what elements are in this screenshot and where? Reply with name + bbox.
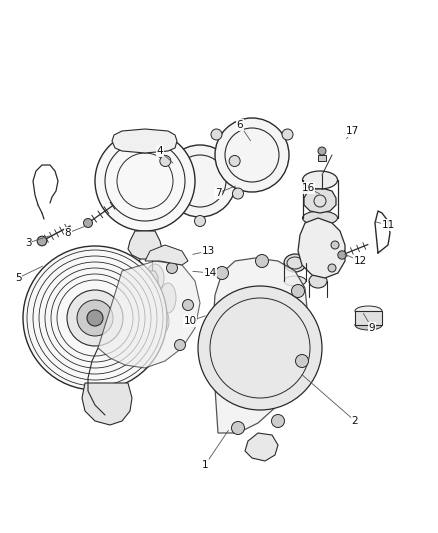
Circle shape [255,254,268,268]
Circle shape [143,306,149,312]
Circle shape [331,241,339,249]
Polygon shape [355,311,382,325]
Circle shape [87,310,103,326]
Ellipse shape [146,264,164,292]
Text: 5: 5 [15,273,21,283]
Ellipse shape [215,118,289,192]
Circle shape [296,354,308,367]
Circle shape [272,415,285,427]
Circle shape [318,147,326,155]
Text: 7: 7 [215,188,221,198]
Polygon shape [298,218,345,278]
Ellipse shape [140,330,156,356]
Circle shape [292,285,304,297]
Text: 16: 16 [301,183,314,193]
Circle shape [232,422,244,434]
Text: 2: 2 [352,416,358,426]
Polygon shape [245,433,278,461]
Circle shape [95,131,195,231]
Polygon shape [112,129,177,153]
Text: 4: 4 [157,146,163,156]
Polygon shape [212,258,308,433]
Circle shape [282,129,293,140]
Ellipse shape [355,306,382,316]
Text: 17: 17 [346,126,359,136]
Polygon shape [318,155,326,161]
Circle shape [84,219,92,228]
Circle shape [183,300,194,311]
Circle shape [166,262,177,273]
Text: 3: 3 [25,238,31,248]
Text: 12: 12 [353,256,367,266]
Ellipse shape [309,274,327,288]
Circle shape [328,264,336,272]
Circle shape [37,236,47,246]
Ellipse shape [151,307,169,335]
Ellipse shape [160,283,176,313]
Circle shape [174,340,186,351]
Text: 1: 1 [201,460,208,470]
Polygon shape [145,245,188,265]
Polygon shape [82,383,132,425]
Text: 9: 9 [369,323,375,333]
Polygon shape [98,261,200,368]
Text: 11: 11 [381,220,395,230]
Circle shape [338,251,346,259]
Text: 14: 14 [203,268,217,278]
Circle shape [215,266,229,279]
Circle shape [233,188,244,199]
Circle shape [194,215,205,227]
Polygon shape [128,231,162,259]
Polygon shape [304,189,336,213]
Ellipse shape [164,145,236,217]
Circle shape [229,156,240,166]
Circle shape [67,290,123,346]
Circle shape [160,156,171,166]
Text: 10: 10 [184,316,197,326]
Circle shape [23,246,167,390]
Ellipse shape [303,171,338,189]
Circle shape [211,129,222,140]
Ellipse shape [303,211,338,225]
Polygon shape [135,271,158,289]
Ellipse shape [284,254,306,272]
Text: 6: 6 [237,120,244,130]
Ellipse shape [355,320,382,330]
Circle shape [198,286,322,410]
Text: 13: 13 [201,246,215,256]
Text: 8: 8 [65,228,71,238]
Polygon shape [142,297,150,305]
Ellipse shape [284,276,306,286]
Circle shape [77,300,113,336]
